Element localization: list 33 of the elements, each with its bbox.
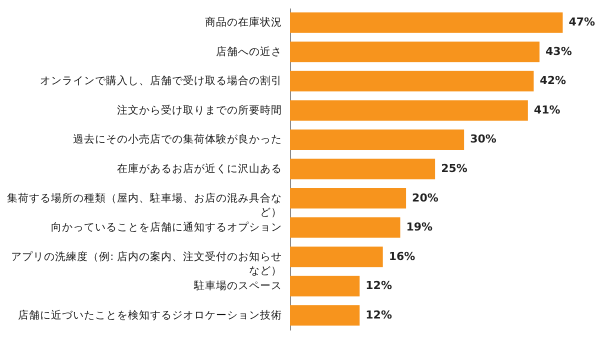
data-label: 12% bbox=[366, 308, 392, 322]
y-tick-label: 集荷する場所の種類（屋内、駐車場、お店の混み具合など） bbox=[7, 191, 282, 218]
y-tick-label: 過去にその小売店での集荷体験が良かった bbox=[73, 132, 282, 146]
bar bbox=[290, 129, 464, 150]
y-tick-label: 注文から受け取りまでの所要時間 bbox=[117, 103, 282, 116]
data-label: 30% bbox=[470, 132, 496, 146]
bar bbox=[290, 70, 534, 92]
y-tick-label: 店舗に近づいたことを検知するジオロケーション技術 bbox=[18, 308, 282, 322]
bar bbox=[290, 246, 383, 268]
data-label: 19% bbox=[406, 220, 433, 234]
bar bbox=[290, 42, 540, 62]
y-tick-label: 商品の在庫状況 bbox=[205, 16, 282, 29]
bar bbox=[290, 217, 400, 238]
data-label: 20% bbox=[412, 191, 438, 204]
bar bbox=[290, 188, 406, 209]
data-label: 43% bbox=[546, 44, 572, 58]
y-tick-label: 駐車場のスペース bbox=[193, 279, 282, 292]
y-tick-label: 店舗への近さ bbox=[216, 44, 282, 58]
bar bbox=[290, 276, 360, 296]
y-tick-label: オンラインで購入し、店舗で受け取る場合の割引 bbox=[40, 74, 282, 88]
bar bbox=[290, 305, 360, 326]
data-label: 47% bbox=[568, 16, 596, 29]
y-tick-label: 向かっていることを店舗に通知するオプション bbox=[51, 220, 282, 234]
y-tick-label: 在庫があるお店が近くに沢山ある bbox=[117, 162, 282, 175]
data-label: 25% bbox=[441, 162, 468, 175]
data-label: 41% bbox=[534, 103, 560, 116]
bar bbox=[290, 12, 563, 33]
data-label: 12% bbox=[366, 279, 392, 292]
bar bbox=[290, 158, 436, 180]
bar bbox=[290, 100, 528, 121]
y-tick-label: アプリの洗練度（例: 店内の案内、注文受付のお知らせなど） bbox=[11, 250, 282, 277]
data-label: 16% bbox=[388, 250, 416, 263]
data-label: 42% bbox=[540, 74, 566, 88]
